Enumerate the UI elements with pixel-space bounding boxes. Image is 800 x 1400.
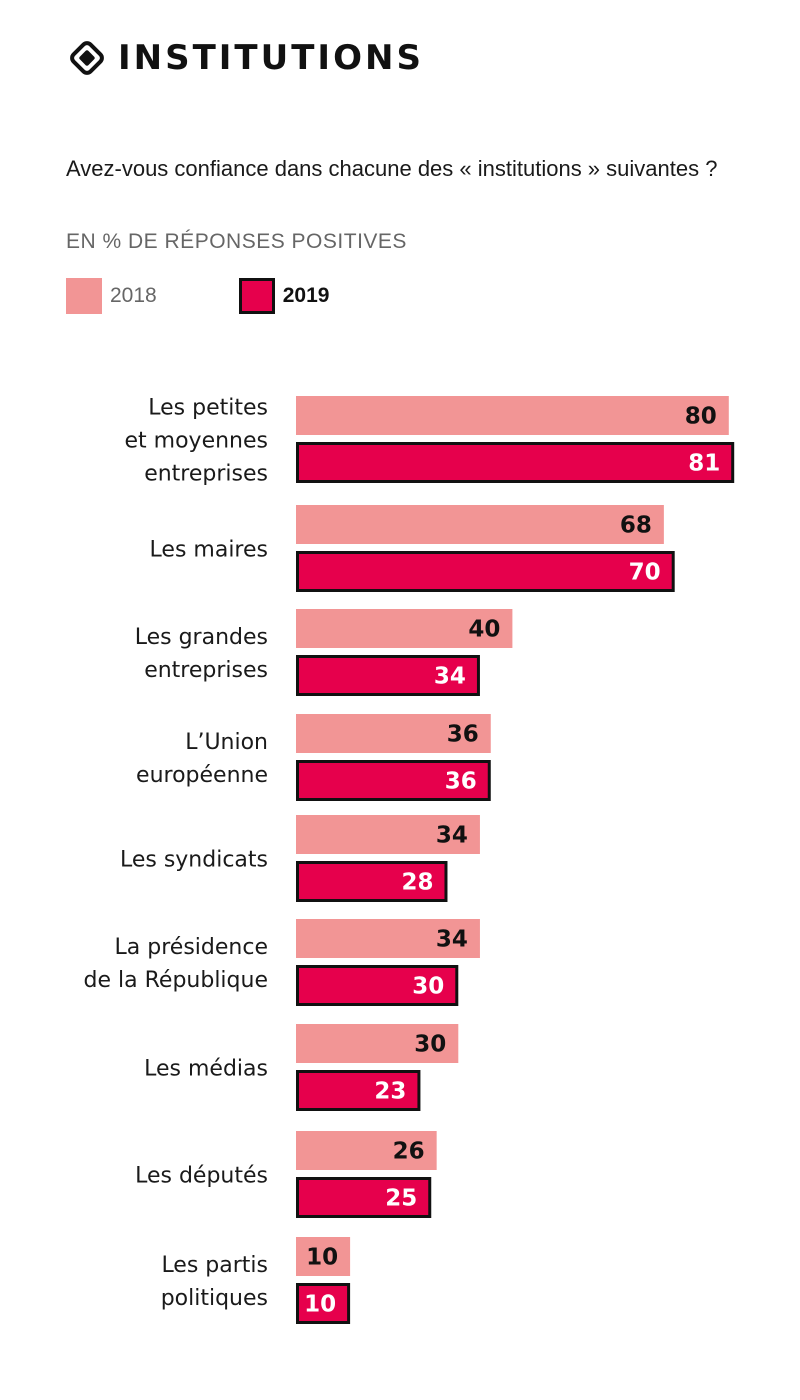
value-label-2019: 36: [445, 769, 477, 795]
category-label-line: entreprises: [144, 462, 268, 487]
value-label-2018: 80: [685, 404, 717, 430]
category-label-line: Les partis: [161, 1253, 268, 1278]
legend: 2018 2019: [66, 278, 411, 314]
bar-2019: [296, 1177, 432, 1218]
category-group: Les petites et moyennes entreprises 80 81: [125, 396, 735, 487]
value-label-2018: 34: [436, 823, 468, 849]
category-label-line: Les grandes: [135, 625, 268, 650]
category-group: L’Union européenne 36 36: [136, 714, 491, 801]
bar-2019: [296, 655, 480, 696]
legend-swatch-2018: [66, 278, 102, 314]
bar-2018: [296, 815, 480, 854]
chart-question: Avez-vous confiance dans chacune des « i…: [66, 156, 718, 181]
category-group: Les maires 68 70: [150, 505, 675, 592]
category-label: Les députés: [135, 1164, 268, 1189]
legend-item-2019: 2019: [238, 278, 330, 314]
chart-title: INSTITUTIONS: [118, 38, 424, 78]
value-label-2019: 34: [434, 664, 466, 690]
value-label-2019: 23: [374, 1079, 406, 1105]
value-label-2019: 30: [412, 974, 444, 1000]
category-label: Les syndicats: [120, 848, 268, 873]
diamond-target-icon: [70, 41, 104, 75]
category-label-line: Les médias: [144, 1057, 268, 1082]
value-label-2018: 36: [447, 722, 479, 748]
category-label-line: et moyennes: [125, 429, 268, 454]
bar-2018: [296, 1024, 459, 1063]
legend-item-2018: 2018: [66, 278, 157, 314]
value-label-2018: 40: [468, 617, 500, 643]
category-label: La présidence de la République: [84, 935, 268, 993]
bar-2018: [296, 1131, 437, 1170]
value-label-2018: 10: [306, 1245, 338, 1271]
category-label-line: L’Union: [185, 730, 268, 755]
category-label-line: européenne: [136, 763, 268, 788]
category-group: Les médias 30 23: [144, 1024, 459, 1111]
value-label-2019: 10: [304, 1292, 336, 1318]
bar-2018: [296, 609, 513, 648]
legend-label-2019: 2019: [282, 284, 330, 307]
category-group: La présidence de la République 34 30: [84, 919, 480, 1006]
category-label: L’Union européenne: [136, 730, 268, 788]
bar-2018: [296, 505, 664, 544]
value-label-2018: 34: [436, 927, 468, 953]
bar-2019: [296, 965, 459, 1006]
unit-label: EN % DE RÉPONSES POSITIVES: [66, 230, 407, 253]
category-label-line: politiques: [161, 1286, 268, 1311]
category-label: Les petites et moyennes entreprises: [125, 396, 268, 487]
category-label-line: Les syndicats: [120, 848, 268, 873]
category-label: Les grandes entreprises: [135, 625, 268, 683]
bar-2018: [296, 714, 491, 753]
value-label-2019: 28: [401, 870, 433, 896]
category-label: Les médias: [144, 1057, 268, 1082]
category-label-line: La présidence: [115, 935, 268, 960]
bar-2018: [296, 396, 729, 435]
value-label-2018: 26: [393, 1139, 425, 1165]
bar-2018: [296, 1237, 351, 1276]
category-label-line: Les petites: [148, 396, 268, 421]
category-label: Les partis politiques: [161, 1253, 268, 1311]
chart-header: INSTITUTIONS: [68, 38, 424, 78]
legend-label-2018: 2018: [110, 284, 157, 307]
category-label-line: Les députés: [135, 1164, 268, 1189]
value-label-2019: 25: [385, 1186, 417, 1212]
category-label-line: de la République: [84, 968, 268, 993]
value-label-2018: 68: [620, 513, 652, 539]
bar-2019: [296, 760, 491, 801]
category-label-line: Les maires: [150, 538, 268, 563]
bar-2019: [296, 1283, 351, 1324]
bar-2019: [296, 1070, 421, 1111]
bar-2018: [296, 919, 480, 958]
category-group: Les députés 26 25: [135, 1131, 437, 1218]
category-label-line: entreprises: [144, 658, 268, 683]
category-label: Les maires: [150, 538, 268, 563]
bar-2019: [296, 442, 735, 483]
legend-swatch-2019: [238, 278, 275, 314]
value-label-2019: 70: [629, 560, 661, 586]
bar-2019: [296, 861, 448, 902]
value-label-2018: 30: [414, 1032, 446, 1058]
bar-2019: [296, 551, 675, 592]
category-group: Les partis politiques 10 10: [161, 1237, 351, 1324]
value-label-2019: 81: [688, 451, 720, 477]
